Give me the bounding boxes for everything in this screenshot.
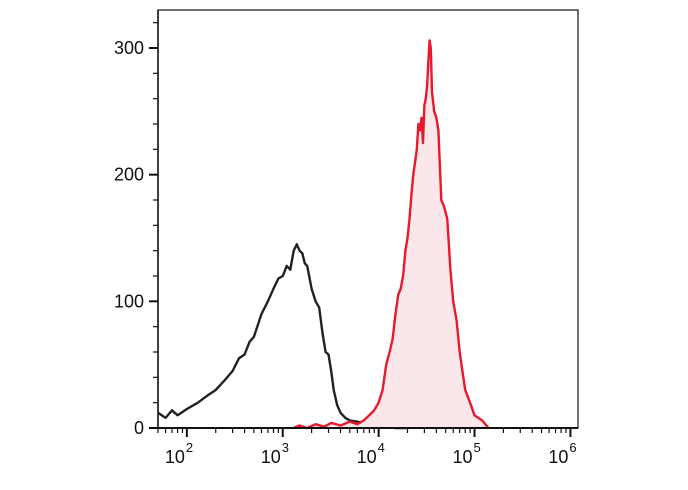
y-tick-label: 300 [114,38,144,58]
series-1-area [293,40,489,429]
x-tick-exponent: 2 [186,440,193,455]
x-tick-exponent: 4 [378,440,385,455]
y-tick-label: 100 [114,291,144,311]
x-tick-label: 10 [452,447,472,467]
plot-frame [157,9,579,429]
y-tick-label: 200 [114,165,144,185]
x-tick-exponent: 6 [569,440,576,455]
x-tick-exponent: 5 [474,440,481,455]
x-tick-label: 10 [548,447,568,467]
x-tick-label: 10 [357,447,377,467]
x-tick-exponent: 3 [282,440,289,455]
series-1-line [293,39,490,430]
x-tick-label: 10 [165,447,185,467]
series-layer [157,39,490,430]
series-0-line [157,243,408,430]
x-tick-label: 10 [261,447,281,467]
y-tick-label: 0 [134,418,144,438]
